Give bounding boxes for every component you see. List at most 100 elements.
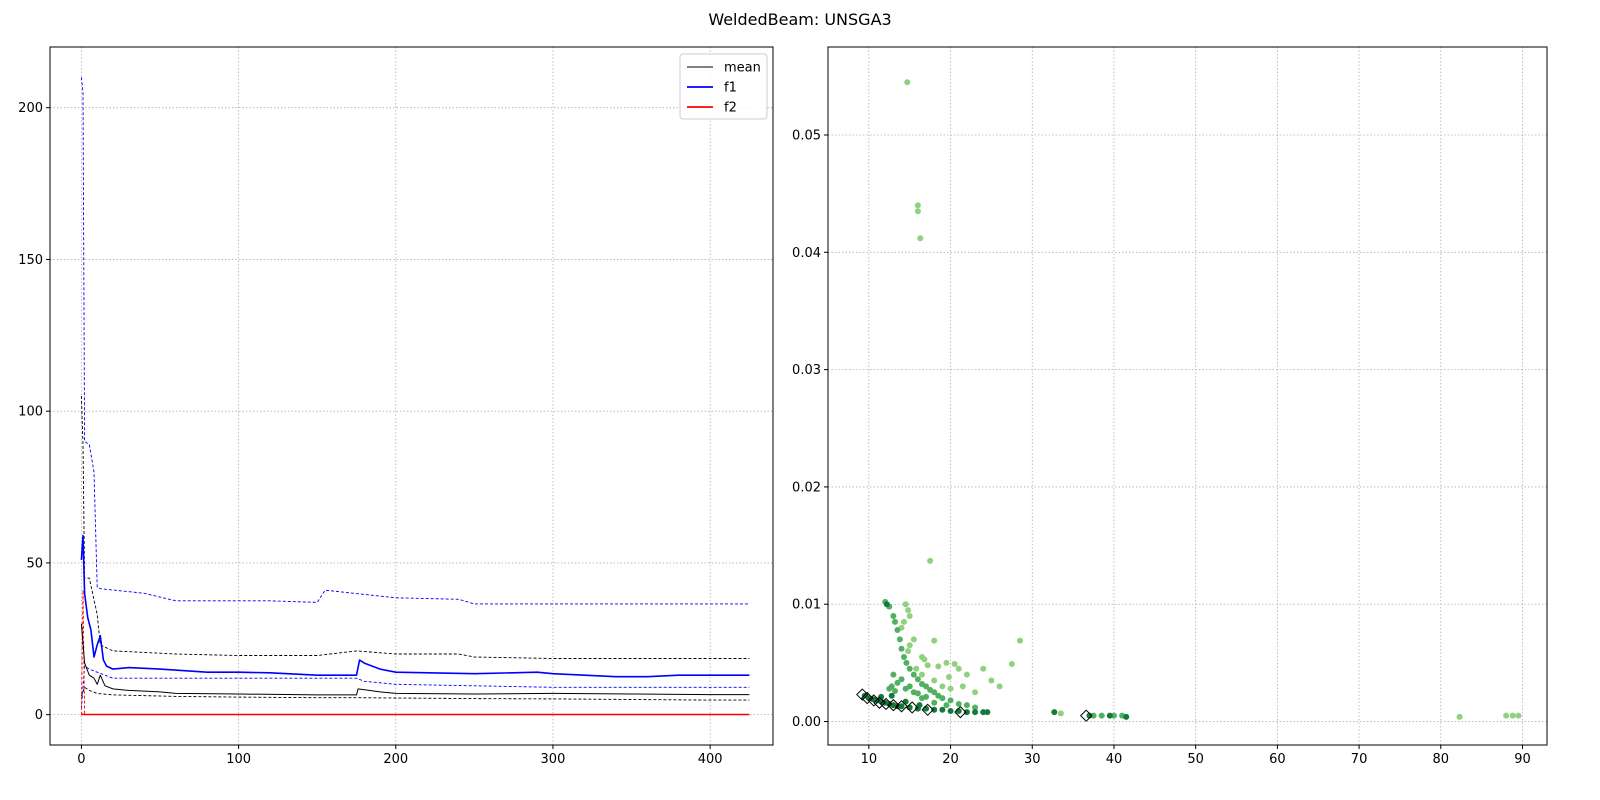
scatter-point-light bbox=[955, 665, 962, 672]
objective-scatter-plot: 10 20 30 40 50 60 70 80 90 0.00 0.01 0.02 0.03 0.04 0.… bbox=[792, 46, 1548, 767]
scatter-point-light bbox=[1456, 713, 1463, 720]
scatter-point-light bbox=[914, 208, 921, 215]
scatter-point-light bbox=[943, 659, 950, 666]
series-line-mean bbox=[80, 623, 750, 696]
left-xtick-label: 300 bbox=[541, 752, 566, 767]
scatter-point-light bbox=[910, 636, 917, 643]
scatter-point-medium bbox=[906, 665, 913, 672]
right-xtick-label: 80 bbox=[1433, 752, 1450, 767]
pareto-front-marker bbox=[1079, 709, 1093, 722]
scatter-point-dark bbox=[902, 698, 909, 705]
scatter-point-light bbox=[1509, 712, 1516, 719]
series-line-f1-lower bbox=[80, 665, 750, 709]
scatter-point-dark bbox=[1051, 709, 1058, 716]
scatter-point-medium bbox=[943, 702, 950, 709]
right-ytick-label: 0.01 bbox=[792, 598, 821, 613]
scatter-point-dark bbox=[947, 707, 954, 714]
right-xtick-label: 30 bbox=[1024, 752, 1041, 767]
scatter-point-medium bbox=[898, 676, 905, 683]
scatter-point-light bbox=[906, 612, 913, 619]
left-ytick-label: 150 bbox=[18, 253, 43, 268]
scatter-point-medium bbox=[914, 676, 921, 683]
scatter-point-light bbox=[921, 656, 928, 663]
left-xtick-label: 100 bbox=[226, 752, 251, 767]
right-xtick-label: 40 bbox=[1106, 752, 1123, 767]
series-line-f1 bbox=[80, 534, 750, 678]
scatter-point-light bbox=[1057, 710, 1064, 717]
scatter-point-light bbox=[927, 557, 934, 564]
scatter-point-medium bbox=[902, 685, 909, 692]
right-ytick-label: 0.03 bbox=[792, 363, 821, 378]
left-ytick-label: 200 bbox=[18, 101, 43, 116]
scatter-point-medium bbox=[890, 671, 897, 678]
figure-title: WeldedBeam: UNSGA3 bbox=[708, 10, 892, 29]
scatter-point-medium bbox=[963, 702, 970, 709]
scatter-point-light bbox=[924, 662, 931, 669]
scatter-point-medium bbox=[918, 695, 925, 702]
scatter-point-light bbox=[917, 235, 924, 242]
scatter-point-light bbox=[951, 661, 958, 668]
scatter-point-light bbox=[972, 689, 979, 696]
scatter-point-medium bbox=[910, 671, 917, 678]
scatter-point-light bbox=[996, 683, 1003, 690]
legend: mean f1 f2 bbox=[679, 53, 768, 120]
legend-label-mean: mean bbox=[724, 61, 761, 76]
scatter-point-dark bbox=[916, 702, 923, 709]
scatter-point-light bbox=[959, 683, 966, 690]
scatter-point-dark bbox=[878, 693, 885, 700]
scatter-point-light bbox=[918, 671, 925, 678]
scatter-point-medium bbox=[896, 636, 903, 643]
right-xtick-label: 10 bbox=[861, 752, 878, 767]
right-xtick-label: 70 bbox=[1351, 752, 1368, 767]
scatter-point-light bbox=[902, 601, 909, 608]
scatter-point-dark bbox=[888, 692, 895, 699]
scatter-point-dark bbox=[1086, 712, 1093, 719]
right-ytick-label: 0.05 bbox=[792, 128, 821, 143]
scatter-point-light bbox=[963, 671, 970, 678]
scatter-point-light bbox=[914, 202, 921, 209]
scatter-point-medium bbox=[910, 689, 917, 696]
scatter-point-light bbox=[905, 607, 912, 614]
scatter-point-medium bbox=[886, 685, 893, 692]
pareto-front-marker bbox=[879, 697, 893, 711]
scatter-point-light bbox=[904, 79, 911, 86]
pareto-front-marker bbox=[954, 705, 967, 719]
scatter-point-medium bbox=[894, 679, 901, 686]
scatter-point-medium bbox=[903, 659, 910, 666]
pareto-front-marker bbox=[867, 694, 880, 707]
scatter-point-dark bbox=[1106, 712, 1113, 719]
scatter-point-medium bbox=[923, 683, 930, 690]
left-ytick-label: 50 bbox=[26, 556, 43, 571]
scatter-point-dark bbox=[963, 709, 970, 716]
scatter-point-light bbox=[1503, 712, 1510, 719]
pareto-front-marker bbox=[887, 698, 900, 712]
left-xtick-label: 0 bbox=[77, 752, 85, 767]
legend-box bbox=[679, 53, 768, 120]
scatter-point-medium bbox=[894, 627, 901, 634]
scatter-point-dark bbox=[1123, 713, 1130, 720]
series-line-f2-upper bbox=[80, 589, 86, 715]
scatter-point-dark bbox=[984, 709, 991, 716]
right-ytick-label: 0.04 bbox=[792, 246, 821, 261]
legend-label-f1: f1 bbox=[724, 81, 737, 96]
convergence-plot: 0 100 200 300 400 0 50 100 150 200 mean f1 f2 bbox=[18, 46, 774, 767]
right-ytick-label: 0.00 bbox=[792, 715, 821, 730]
legend-label-f2: f2 bbox=[724, 101, 737, 116]
scatter-point-light bbox=[905, 648, 912, 655]
scatter-point-light bbox=[931, 677, 938, 684]
right-ytick-label: 0.02 bbox=[792, 480, 821, 495]
series-line-mean-upper bbox=[80, 395, 750, 659]
scatter-point-dark bbox=[883, 601, 890, 608]
scatter-point-light bbox=[980, 665, 987, 672]
pareto-front-marker bbox=[861, 691, 874, 705]
scatter-point-medium bbox=[947, 697, 954, 704]
scatter-point-medium bbox=[931, 689, 938, 696]
left-axes-frame bbox=[49, 46, 774, 746]
scatter-point-medium bbox=[972, 704, 979, 711]
scatter-point-light bbox=[1515, 712, 1522, 719]
scatter-point-light bbox=[939, 683, 946, 690]
series-line-f1-upper bbox=[80, 77, 750, 605]
right-xtick-label: 20 bbox=[942, 752, 959, 767]
right-xtick-label: 50 bbox=[1187, 752, 1204, 767]
